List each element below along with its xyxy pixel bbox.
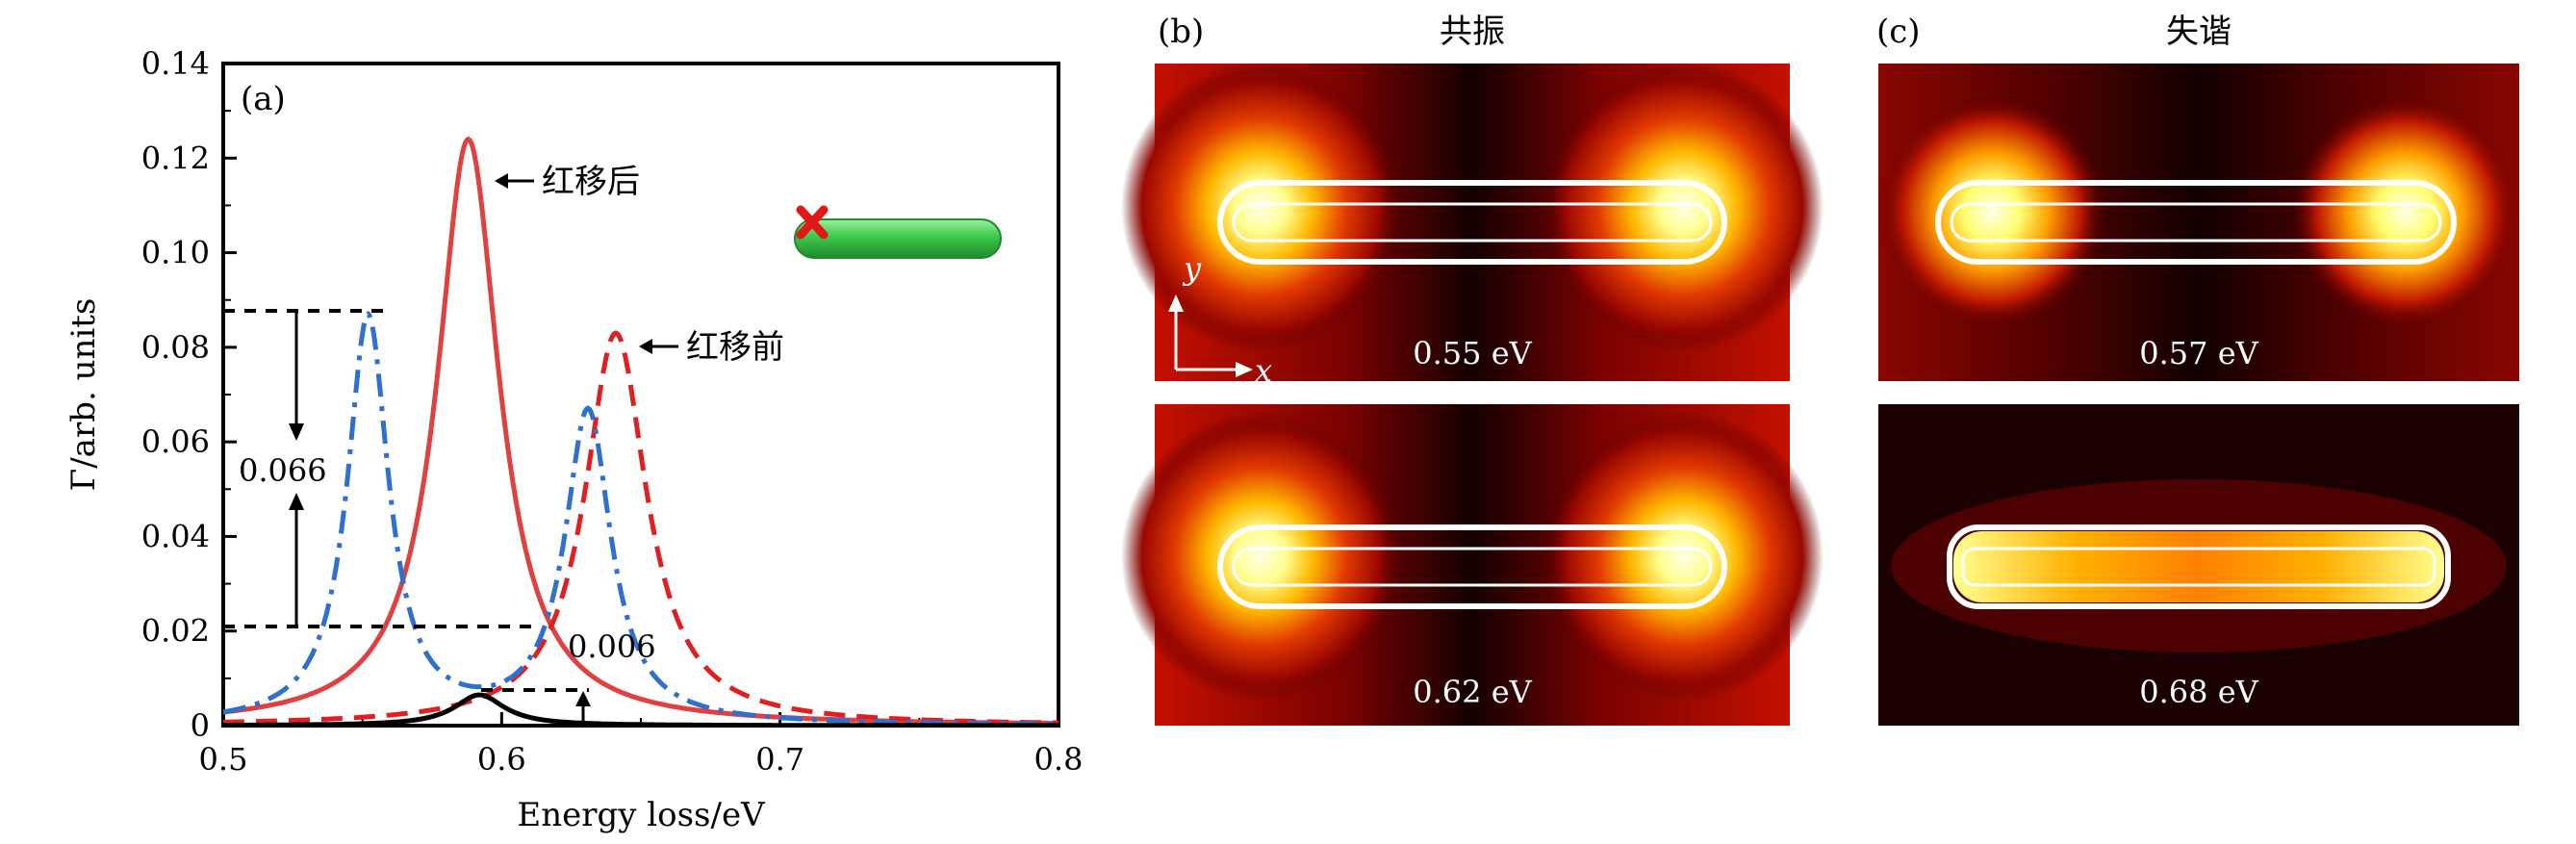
field-map-c1: 0.57 eV	[1878, 64, 2519, 381]
panel-a-label: (a)	[241, 80, 286, 118]
bracket-arrow-0006	[575, 691, 591, 706]
field-map-c2: 0.68 eV	[1878, 404, 2519, 726]
series-line-dashdot-2	[223, 310, 1058, 726]
field-map-b2: 0.62 eV	[1121, 404, 1824, 726]
x-tick-label: 0.8	[1034, 741, 1084, 778]
y-axis: 0 0.02 0.04 0.06 0.08 0.10 0.12 0.14	[141, 45, 237, 744]
series-line-dashed-1	[223, 330, 1058, 726]
annotation-arrow-redshift-after	[495, 173, 534, 189]
y-tick-label: 0.02	[141, 613, 210, 650]
y-tick-label: 0.06	[141, 423, 210, 460]
y-tick-label: 0.10	[141, 235, 210, 271]
annotation-0006: 0.006	[568, 628, 656, 665]
y-tick-label: 0.08	[141, 329, 210, 366]
panel-c-label: (c)	[1876, 13, 1921, 51]
axis-y-label: y	[1182, 250, 1202, 287]
energy-label-b1: 0.55 eV	[1413, 335, 1532, 371]
bracket-arrow-down	[289, 423, 304, 441]
energy-label-b2: 0.62 eV	[1413, 674, 1532, 710]
axis-x-arrow-icon	[1236, 362, 1253, 377]
bracket-0066	[223, 309, 534, 628]
series-line-solid-0	[223, 136, 1058, 726]
annotation-0066: 0.066	[239, 452, 327, 489]
y-axis-label: Γ/arb. units	[64, 298, 103, 492]
bracket-arrow-up	[289, 493, 304, 510]
x-tick-label: 0.7	[755, 741, 804, 778]
series-line-solid-3	[223, 692, 1058, 726]
x-tick-label: 0.5	[199, 741, 248, 778]
axes-indicator	[1174, 308, 1241, 371]
y-tick-label: 0	[191, 707, 210, 744]
x-tick-label: 0.6	[477, 741, 526, 778]
energy-label-c1: 0.57 eV	[2139, 335, 2258, 371]
excitation-marker-icon	[796, 205, 829, 240]
energy-label-c2: 0.68 eV	[2139, 674, 2258, 710]
x-axis-label: Energy loss/eV	[517, 796, 766, 834]
panel-a: 0 0.02 0.04 0.06 0.08 0.10 0.12 0.14 0.5 0.6 0.7 0…	[64, 45, 1083, 834]
panel-b-title: 共振	[1440, 13, 1505, 51]
field-map-b1: 0.55 eV y x	[1121, 63, 1824, 389]
annotation-arrow-redshift-before	[639, 339, 678, 354]
y-tick-label: 0.12	[141, 140, 210, 176]
panel-b-label: (b)	[1158, 13, 1204, 51]
annotation-redshift-before: 红移前	[686, 328, 784, 367]
axis-y-arrow-icon	[1168, 294, 1184, 312]
panel-c-title: 失谐	[2166, 13, 2232, 51]
plot-frame	[221, 62, 1060, 728]
y-tick-label: 0.14	[141, 45, 210, 82]
series-group	[223, 136, 1058, 726]
panel-b: (b) 共振 0.55 eV y x	[1121, 13, 1824, 726]
nanorod-inset	[794, 205, 1002, 259]
y-tick-label: 0.04	[141, 518, 210, 554]
panel-c: (c) 失谐 0.57 eV 0.68 eV	[1876, 13, 2519, 726]
annotation-redshift-after: 红移后	[542, 163, 640, 201]
axis-x-label: x	[1255, 352, 1272, 389]
